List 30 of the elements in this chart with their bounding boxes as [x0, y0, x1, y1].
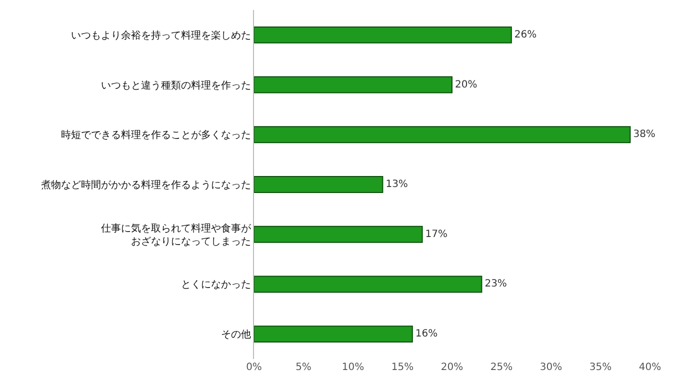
- x-tick-label: 40%: [638, 362, 662, 373]
- x-tick-label: 15%: [391, 362, 414, 373]
- x-tick-label: 5%: [296, 362, 312, 373]
- y-tick-label: 仕事に気を取られて料理や食事がおざなりになってしまった: [101, 222, 252, 248]
- y-tick-label: いつもより余裕を持って料理を楽しめた: [71, 29, 251, 42]
- bar: [254, 76, 452, 94]
- bar: [254, 26, 512, 44]
- bar: [254, 326, 413, 343]
- y-tick-label: 煮物など時間がかかる料理を作るようになった: [41, 179, 251, 191]
- x-tick-label: 25%: [490, 362, 513, 373]
- bar: [254, 126, 631, 144]
- bar: [254, 226, 423, 243]
- x-tick-label: 10%: [342, 362, 364, 373]
- x-tick-label: 20%: [440, 362, 464, 373]
- data-label: 17%: [425, 228, 448, 240]
- data-label: 13%: [386, 179, 408, 190]
- bar: [254, 176, 384, 193]
- data-label: 16%: [415, 328, 438, 340]
- y-tick-label: とくになかった: [181, 280, 251, 291]
- y-tick-label: 時短でできる料理を作ることが多くなった: [61, 129, 251, 142]
- x-tick-label: 0%: [246, 362, 262, 373]
- data-label: 20%: [455, 79, 478, 90]
- x-tick-label: 35%: [589, 362, 612, 373]
- y-tick-label: その他: [221, 328, 251, 341]
- data-label: 26%: [514, 29, 537, 40]
- x-tick-label: 30%: [540, 362, 562, 373]
- bar: [254, 276, 482, 293]
- y-tick-label: いつもと違う種類の料理を作った: [101, 79, 251, 92]
- data-label: 23%: [484, 278, 507, 290]
- data-label: 38%: [633, 129, 656, 140]
